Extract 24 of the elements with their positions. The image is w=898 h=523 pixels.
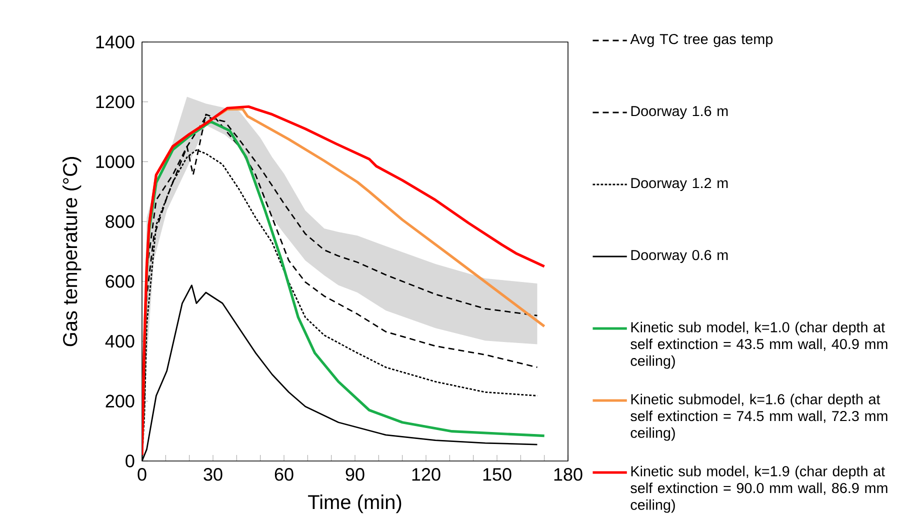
y-axis-title: Gas temperature (°C)	[62, 157, 82, 346]
y-tick-label: 1000	[96, 155, 134, 168]
legend-label: Doorway 1.6 m	[631, 106, 728, 119]
x-tick-label: 30	[204, 468, 222, 481]
y-tick-label: 400	[105, 334, 134, 348]
y-tick-label: 1400	[96, 36, 134, 48]
legend-label: Kinetic submodel, k=1.6 (char depth at self extinction = 74.5 mm wall, 72.3 mm ceiling)	[630, 394, 888, 441]
y-tick-label: 800	[106, 215, 134, 228]
x-axis-title: Time (min)	[308, 494, 402, 514]
y-tick-label: 1200	[96, 95, 134, 108]
x-tick-label: 0	[138, 468, 146, 481]
x-tick-label: 120	[412, 468, 440, 481]
legend-label: Kinetic sub model, k=1.0 (char depth at self extinction = 43.5 mm wall, 40.9 mm ceiling)	[630, 322, 888, 369]
y-tick-label: 200	[106, 394, 134, 408]
x-tick-label: 90	[346, 468, 364, 481]
y-tick-label: 0	[126, 454, 134, 468]
legend-label: Kinetic sub model, k=1.9 (char depth at self extinction = 90.0 mm wall, 86.9 mm ceiling)	[630, 466, 888, 513]
x-tick-label: 60	[274, 468, 294, 481]
legend-label: Doorway 0.6 m	[631, 250, 728, 263]
legend-label: Doorway 1.2 m	[631, 178, 728, 191]
y-tick-label: 600	[106, 275, 134, 288]
x-tick-label: 180	[554, 468, 582, 481]
legend-label: Avg TC tree gas temp	[630, 34, 773, 48]
x-tick-label: 150	[483, 468, 512, 481]
